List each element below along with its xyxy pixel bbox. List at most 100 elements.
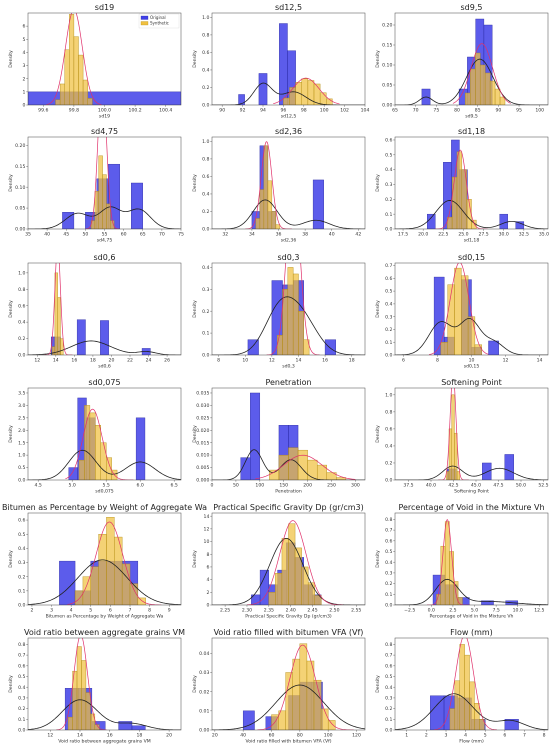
x-tick-label: 9 (168, 608, 171, 614)
plot-area (28, 397, 181, 480)
synthetic-bar (276, 335, 283, 355)
original-bar (135, 417, 146, 480)
synthetic-bar (298, 310, 305, 355)
x-axis-label: Bitumen as Percentage by Weight of Aggre… (46, 614, 164, 620)
chart-title: Void ratio filled with bitumen VFA (Vf) (214, 628, 364, 637)
y-axis-label: Density (8, 675, 14, 693)
synthetic-bar (456, 471, 460, 480)
y-tick-label: 0.2 (385, 327, 392, 333)
x-tick-label: 2.55 (351, 608, 361, 614)
x-tick-label: 65 (140, 232, 146, 238)
y-tick-label: 0.6 (18, 518, 25, 524)
y-tick-label: 0.6 (385, 276, 392, 282)
chart-panel: 65 70 75 80 85 90 95 100 0.00 0.05 0.10 0.15 0.20 sd9… (373, 0, 550, 124)
y-tick-label: 0.3 (385, 571, 392, 577)
x-tick-label: 17.5 (398, 232, 408, 238)
x-tick-label: 40 (240, 733, 246, 739)
chart-panel: −2.5 0.0 2.5 5.0 7.5 10.0 12.5 0.0 0.1 0.2 0.3 0.4 0… (373, 500, 550, 624)
kde-original-line (212, 684, 365, 730)
x-tick-label: 0.0 (428, 608, 435, 614)
synthetic-bar (456, 151, 463, 229)
y-tick-label: 0.0 (202, 353, 209, 359)
synthetic-bar (306, 660, 315, 730)
x-tick-label: 2.25 (220, 608, 230, 614)
x-tick-label: 7.5 (492, 608, 499, 614)
y-tick-label: 5 (22, 37, 25, 43)
x-tick-label: 5 (484, 733, 487, 739)
plot-area (212, 392, 365, 480)
chart-svg: 8 10 12 14 16 18 0.0 0.1 0.2 0.3 0.4 sd0,3 sd0,3 Dens… (192, 253, 366, 370)
legend-swatch-original (140, 15, 149, 20)
chart-svg: 12 14 16 18 20 0.0 0.1 0.2 0.3 0.4 0.5 0.6 0.7 0.8 Voi… (8, 628, 185, 745)
chart-title: sd1,18 (458, 127, 485, 136)
synthetic-bar (98, 534, 107, 605)
synthetic-bar (85, 692, 91, 730)
x-tick-label: 2.45 (307, 608, 317, 614)
plot-area (395, 519, 548, 605)
chart-title: Penetration (265, 378, 311, 387)
synthetic-bar (94, 191, 99, 229)
x-tick-label: 98 (301, 108, 307, 114)
x-tick-label: 32.5 (519, 232, 529, 238)
plot-area (212, 520, 365, 605)
synthetic-bar (499, 96, 506, 105)
y-tick-label: 0.8 (202, 157, 209, 163)
chart-title: sd0,3 (278, 253, 300, 262)
y-tick-label: 1.5 (18, 440, 25, 446)
x-tick-label: 16 (71, 358, 77, 364)
chart-title: Flow (mm) (450, 628, 493, 637)
plot-area (28, 13, 181, 105)
y-tick-label: 0.5 (385, 289, 392, 295)
y-tick-label: 0.3 (202, 287, 209, 293)
y-tick-label: 0.3 (18, 696, 25, 702)
original-bar (488, 340, 499, 355)
x-tick-label: 90 (495, 108, 501, 114)
chart-title: Percentage of Void in the Mixture Vh (398, 503, 544, 512)
axes-frame (27, 387, 182, 481)
y-tick-label: 0.5 (385, 549, 392, 555)
x-tick-label: 120 (352, 733, 361, 739)
x-tick-label: 25.0 (458, 232, 468, 238)
synthetic-bar (326, 98, 333, 105)
synthetic-bar (89, 412, 96, 480)
plot-area (212, 141, 365, 229)
y-tick-label: 12 (204, 526, 210, 532)
x-tick-label: 47.5 (493, 483, 503, 489)
x-tick-label: 8 (217, 358, 220, 364)
chart-panel: 8 10 12 14 16 18 0.0 0.1 0.2 0.3 0.4 sd0,3 sd0,3 Dens… (190, 250, 370, 374)
x-tick-label: 5.0 (471, 608, 478, 614)
x-tick-label: 38 (302, 232, 308, 238)
y-tick-label: 0.0 (202, 103, 209, 109)
y-axis-label: Density (8, 425, 14, 443)
synthetic-bar (67, 716, 73, 730)
y-tick-label: 0.20 (15, 143, 25, 149)
axes-frame (211, 12, 366, 106)
y-axis-label: Density (375, 300, 381, 318)
x-tick-label: 32 (222, 232, 228, 238)
y-axis-label: Density (192, 425, 198, 443)
y-tick-label: 0.20 (382, 23, 392, 29)
plot-area (212, 643, 365, 730)
axes-frame (394, 512, 549, 606)
y-tick-label: 0.4 (202, 192, 209, 198)
x-tick-label: 16 (322, 358, 328, 364)
kde-synthetic-line (273, 77, 340, 105)
y-axis-label: Density (192, 50, 198, 68)
legend-label-original: Original (150, 15, 166, 20)
x-tick-label: 85 (475, 108, 481, 114)
synthetic-bar (73, 36, 79, 105)
chart-panel: 35 40 45 50 55 60 65 70 75 0.00 0.05 0.10 0.15 0.20 sd… (6, 124, 186, 248)
original-bar (427, 213, 436, 229)
original-bar (250, 392, 261, 480)
y-tick-label: 0.4 (202, 265, 209, 271)
synthetic-bar (299, 643, 308, 730)
x-tick-label: 52.5 (538, 483, 548, 489)
legend-box (138, 13, 180, 29)
x-tick-label: 42 (355, 232, 361, 238)
synthetic-bar (78, 54, 84, 105)
x-tick-label: 100 (324, 733, 333, 739)
y-tick-label: 0.6 (202, 174, 209, 180)
chart-title: sd0,075 (88, 378, 120, 387)
y-tick-label: 0.5 (18, 465, 25, 471)
x-tick-label: 34 (249, 232, 255, 238)
